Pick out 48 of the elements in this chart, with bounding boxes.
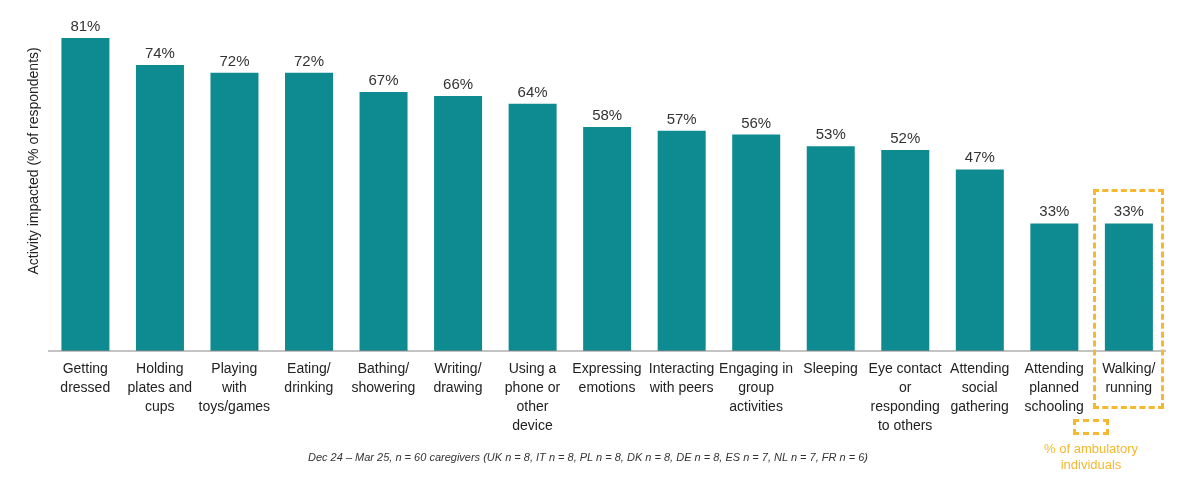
x-tick-label: Using a phone or other device <box>504 360 561 433</box>
text: Dec 24 – Mar 25, n = 60 caregivers (UK n = 8, IT n = 8, PL n = 8, DK n = 8, DE n = 8, ES n = 7, NL n = 7, FR n = 6) <box>307 451 869 463</box>
bar <box>359 92 408 351</box>
x-tick-label: Attending planned schooling <box>1024 360 1084 414</box>
data-label: 66% <box>443 74 474 92</box>
bar <box>434 95 483 351</box>
bar <box>210 72 259 351</box>
x-tick-label: Engaging in group activities <box>719 360 794 414</box>
data-label: 72% <box>294 51 325 69</box>
x-tick-label: Writing/ drawing <box>433 360 483 395</box>
bar <box>61 38 110 351</box>
x-tick-label: Attending social gathering <box>950 360 1010 414</box>
data-label: 81% <box>70 17 101 34</box>
bar <box>1104 223 1153 351</box>
data-label: 33% <box>1113 202 1144 220</box>
data-label: 58% <box>592 105 623 123</box>
text: % of ambulatory individuals <box>1043 441 1139 473</box>
data-label: 64% <box>517 82 548 100</box>
y-axis-title: Activity impacted (% of respondents) <box>24 47 41 275</box>
data-label: 72% <box>219 51 250 69</box>
x-tick-label: Eating/ drinking <box>284 360 334 395</box>
data-label: 67% <box>368 71 399 89</box>
x-tick-label: Playing with toys/games <box>198 360 271 414</box>
x-tick-label: Sleeping <box>803 360 858 376</box>
bar <box>732 134 781 351</box>
x-tick-label: Interacting with peers <box>648 360 715 395</box>
bar <box>583 126 632 351</box>
bar <box>285 72 334 351</box>
bar <box>508 103 557 351</box>
x-tick-label: Eye contact or responding to others <box>868 360 942 433</box>
bar <box>955 169 1004 351</box>
x-tick-label: Walking/ running <box>1102 360 1156 395</box>
x-tick-label: Holding plates and cups <box>127 360 193 414</box>
x-tick-label: Bathing/ showering <box>351 360 416 395</box>
bar <box>135 65 184 351</box>
data-label: 74% <box>144 44 175 62</box>
bar <box>657 130 706 351</box>
bar <box>806 146 855 351</box>
x-tick-label: Getting dressed <box>60 360 111 395</box>
data-label: 57% <box>666 109 697 127</box>
data-label: 56% <box>741 113 772 131</box>
data-label: 52% <box>890 129 921 147</box>
data-label: 47% <box>964 148 995 166</box>
x-tick-label: Expressing emotions <box>572 360 642 395</box>
data-label: 33% <box>1039 202 1070 220</box>
bar <box>881 150 930 351</box>
bar <box>1030 223 1079 351</box>
data-label: 53% <box>815 125 846 143</box>
